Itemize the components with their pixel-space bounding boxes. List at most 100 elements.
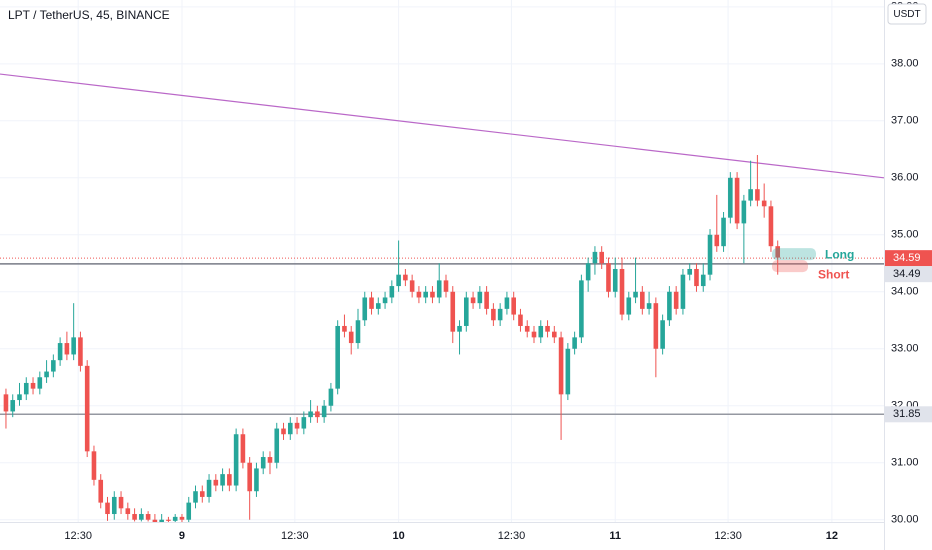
candle-body	[37, 377, 43, 389]
candle-body	[23, 382, 29, 395]
x-tick-label: 12:30	[281, 530, 309, 542]
candle-body	[552, 331, 557, 338]
candle-body	[707, 234, 713, 275]
candle-body	[369, 297, 374, 309]
candle-body	[619, 268, 625, 315]
candle-body	[721, 217, 726, 247]
candle-body	[328, 388, 334, 406]
candle-body	[531, 331, 537, 338]
candle-body	[111, 496, 117, 515]
candle-body	[44, 371, 49, 378]
candle-body	[768, 206, 774, 247]
candle-body	[51, 360, 56, 372]
long-label: Long	[825, 247, 854, 261]
candle-body	[680, 274, 686, 309]
candle-body	[71, 337, 76, 355]
candle-body	[700, 274, 706, 287]
candle-body	[511, 297, 516, 315]
candle-body	[348, 331, 354, 344]
long-zone	[772, 248, 816, 261]
candle-body	[748, 189, 753, 201]
y-tick-label: 31.00	[891, 457, 919, 469]
candle-body	[667, 291, 672, 321]
grid	[0, 0, 884, 522]
candle-body	[159, 519, 164, 522]
candle-body	[484, 291, 489, 309]
price-label-box	[885, 406, 932, 423]
candle-body	[687, 268, 693, 275]
candle-body	[260, 457, 266, 469]
candle-body	[626, 297, 632, 315]
candle-body	[315, 411, 320, 418]
x-tick-label: 12:30	[714, 530, 742, 542]
y-tick-label: 33.00	[891, 343, 919, 355]
x-tick-label: 9	[179, 530, 185, 542]
candle-body	[57, 343, 63, 361]
price-label: 31.85	[893, 408, 921, 420]
candle-body	[301, 417, 307, 429]
x-tick-label: 12:30	[64, 530, 92, 542]
candle-body	[430, 291, 435, 298]
candle-body	[592, 251, 598, 264]
candle-body	[118, 496, 124, 509]
candle-body	[491, 308, 496, 321]
candle-body	[287, 422, 293, 435]
candle-body	[254, 468, 259, 492]
candle-body	[403, 274, 408, 281]
candle-body	[179, 516, 185, 520]
chart-title: LPT / TetherUS, 45, BINANCE	[8, 8, 170, 22]
candle-body	[199, 491, 205, 497]
candle-body	[98, 479, 104, 503]
x-tick-label: 10	[392, 530, 404, 542]
candle-body	[612, 268, 618, 292]
candle-body	[139, 514, 144, 520]
candle-body	[728, 177, 733, 218]
candle-body	[761, 200, 767, 207]
candle-body	[132, 514, 137, 520]
candle-body	[267, 457, 273, 463]
candle-body	[10, 400, 16, 412]
candle-body	[423, 291, 428, 298]
price-label-box	[885, 250, 932, 267]
candle-body	[599, 251, 604, 264]
candle-body	[247, 462, 252, 492]
candle-body	[579, 280, 584, 338]
candle-body	[105, 502, 110, 515]
candle-body	[443, 280, 449, 292]
candle-body	[545, 325, 550, 332]
candle-body	[646, 303, 652, 309]
candle-body	[633, 291, 638, 298]
candle-body	[497, 308, 503, 321]
candle-body	[375, 303, 381, 309]
candle-body	[389, 286, 395, 298]
y-tick-label: 38.00	[891, 58, 919, 70]
candle-body	[227, 474, 232, 486]
candle-body	[477, 291, 483, 304]
candle-body	[457, 325, 462, 332]
candle-body	[558, 337, 564, 395]
candle-body	[382, 297, 388, 304]
currency-box[interactable]	[887, 3, 927, 25]
axes: 30.0031.0032.0033.0034.0035.0036.0037.00…	[64, 1, 918, 542]
candle-body	[321, 405, 327, 418]
x-tick-label: 12	[826, 530, 838, 542]
candle-body	[17, 394, 22, 401]
currency[interactable]: USDT	[893, 9, 920, 20]
candle-body	[125, 508, 131, 515]
candle-body	[355, 320, 361, 344]
candle-body	[186, 502, 192, 520]
candle-body	[172, 516, 178, 521]
candle-body	[362, 297, 368, 321]
candle-body	[409, 280, 415, 292]
trend-line	[0, 73, 884, 179]
candle-body	[206, 479, 212, 497]
candle-body	[518, 314, 523, 326]
candle-body	[308, 411, 313, 418]
candle-body	[775, 246, 781, 258]
candle-body	[396, 274, 401, 287]
candle-body	[524, 325, 530, 332]
candle-body	[3, 394, 9, 412]
candle-body	[660, 320, 665, 349]
candle-body	[240, 434, 246, 463]
